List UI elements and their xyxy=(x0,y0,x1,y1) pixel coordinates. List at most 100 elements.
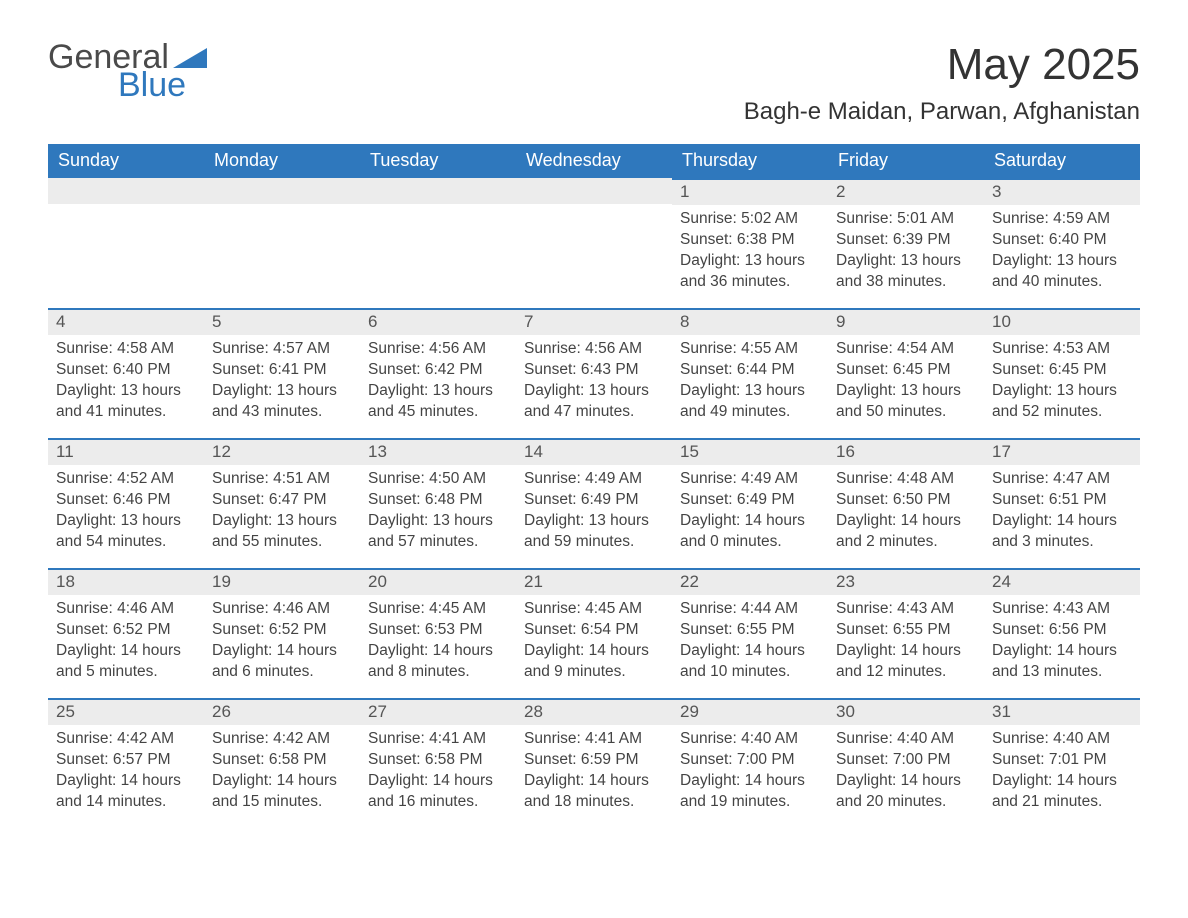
daylight-line: Daylight: 13 hours and 49 minutes. xyxy=(680,381,820,423)
calendar-day-cell: 14Sunrise: 4:49 AMSunset: 6:49 PMDayligh… xyxy=(516,438,672,568)
day-body-empty xyxy=(48,204,204,294)
day-body: Sunrise: 4:41 AMSunset: 6:58 PMDaylight:… xyxy=(360,725,516,821)
sunset-line: Sunset: 6:58 PM xyxy=(368,750,508,771)
sunset-line: Sunset: 6:50 PM xyxy=(836,490,976,511)
day-body: Sunrise: 4:56 AMSunset: 6:43 PMDaylight:… xyxy=(516,335,672,431)
day-number-bar-empty xyxy=(360,178,516,204)
day-number-bar-empty xyxy=(204,178,360,204)
day-body: Sunrise: 4:42 AMSunset: 6:57 PMDaylight:… xyxy=(48,725,204,821)
day-number: 13 xyxy=(360,438,516,465)
sunrise-line: Sunrise: 4:41 AM xyxy=(368,729,508,750)
day-body: Sunrise: 5:02 AMSunset: 6:38 PMDaylight:… xyxy=(672,205,828,301)
daylight-line: Daylight: 14 hours and 18 minutes. xyxy=(524,771,664,813)
sunset-line: Sunset: 6:47 PM xyxy=(212,490,352,511)
day-body: Sunrise: 4:40 AMSunset: 7:01 PMDaylight:… xyxy=(984,725,1140,821)
day-body: Sunrise: 4:42 AMSunset: 6:58 PMDaylight:… xyxy=(204,725,360,821)
day-body: Sunrise: 4:59 AMSunset: 6:40 PMDaylight:… xyxy=(984,205,1140,301)
day-body: Sunrise: 4:46 AMSunset: 6:52 PMDaylight:… xyxy=(204,595,360,691)
day-body: Sunrise: 4:43 AMSunset: 6:55 PMDaylight:… xyxy=(828,595,984,691)
calendar-day-cell: 3Sunrise: 4:59 AMSunset: 6:40 PMDaylight… xyxy=(984,178,1140,308)
sunset-line: Sunset: 6:52 PM xyxy=(212,620,352,641)
calendar-day-cell: 19Sunrise: 4:46 AMSunset: 6:52 PMDayligh… xyxy=(204,568,360,698)
day-body: Sunrise: 4:52 AMSunset: 6:46 PMDaylight:… xyxy=(48,465,204,561)
daylight-line: Daylight: 13 hours and 50 minutes. xyxy=(836,381,976,423)
sunset-line: Sunset: 6:40 PM xyxy=(992,230,1132,251)
daylight-line: Daylight: 14 hours and 9 minutes. xyxy=(524,641,664,683)
sunset-line: Sunset: 6:56 PM xyxy=(992,620,1132,641)
day-number: 18 xyxy=(48,568,204,595)
day-number: 3 xyxy=(984,178,1140,205)
day-number: 8 xyxy=(672,308,828,335)
day-body: Sunrise: 5:01 AMSunset: 6:39 PMDaylight:… xyxy=(828,205,984,301)
sunset-line: Sunset: 6:59 PM xyxy=(524,750,664,771)
sunset-line: Sunset: 6:44 PM xyxy=(680,360,820,381)
daylight-line: Daylight: 14 hours and 20 minutes. xyxy=(836,771,976,813)
calendar-day-cell: 28Sunrise: 4:41 AMSunset: 6:59 PMDayligh… xyxy=(516,698,672,828)
calendar-day-cell: 17Sunrise: 4:47 AMSunset: 6:51 PMDayligh… xyxy=(984,438,1140,568)
sunrise-line: Sunrise: 4:49 AM xyxy=(524,469,664,490)
sunrise-line: Sunrise: 4:49 AM xyxy=(680,469,820,490)
daylight-line: Daylight: 14 hours and 19 minutes. xyxy=(680,771,820,813)
daylight-line: Daylight: 13 hours and 36 minutes. xyxy=(680,251,820,293)
sunrise-line: Sunrise: 4:43 AM xyxy=(992,599,1132,620)
page-title: May 2025 xyxy=(744,40,1140,90)
calendar-table: Sunday Monday Tuesday Wednesday Thursday… xyxy=(48,144,1140,828)
sunrise-line: Sunrise: 4:40 AM xyxy=(992,729,1132,750)
day-number: 24 xyxy=(984,568,1140,595)
day-body: Sunrise: 4:58 AMSunset: 6:40 PMDaylight:… xyxy=(48,335,204,431)
sunset-line: Sunset: 7:00 PM xyxy=(836,750,976,771)
sunset-line: Sunset: 7:00 PM xyxy=(680,750,820,771)
day-number: 28 xyxy=(516,698,672,725)
sunrise-line: Sunrise: 4:55 AM xyxy=(680,339,820,360)
day-number: 12 xyxy=(204,438,360,465)
daylight-line: Daylight: 13 hours and 45 minutes. xyxy=(368,381,508,423)
calendar-week-row: 25Sunrise: 4:42 AMSunset: 6:57 PMDayligh… xyxy=(48,698,1140,828)
weekday-header: Sunday xyxy=(48,144,204,178)
sunset-line: Sunset: 7:01 PM xyxy=(992,750,1132,771)
sunrise-line: Sunrise: 4:48 AM xyxy=(836,469,976,490)
day-body: Sunrise: 4:56 AMSunset: 6:42 PMDaylight:… xyxy=(360,335,516,431)
day-number-bar-empty xyxy=(516,178,672,204)
day-number: 27 xyxy=(360,698,516,725)
sunrise-line: Sunrise: 4:40 AM xyxy=(680,729,820,750)
day-body: Sunrise: 4:50 AMSunset: 6:48 PMDaylight:… xyxy=(360,465,516,561)
daylight-line: Daylight: 13 hours and 47 minutes. xyxy=(524,381,664,423)
calendar-day-cell: 20Sunrise: 4:45 AMSunset: 6:53 PMDayligh… xyxy=(360,568,516,698)
day-number: 9 xyxy=(828,308,984,335)
calendar-day-cell xyxy=(204,178,360,308)
day-body: Sunrise: 4:54 AMSunset: 6:45 PMDaylight:… xyxy=(828,335,984,431)
day-number: 11 xyxy=(48,438,204,465)
sunset-line: Sunset: 6:55 PM xyxy=(680,620,820,641)
sunset-line: Sunset: 6:49 PM xyxy=(680,490,820,511)
sunset-line: Sunset: 6:54 PM xyxy=(524,620,664,641)
calendar-day-cell: 21Sunrise: 4:45 AMSunset: 6:54 PMDayligh… xyxy=(516,568,672,698)
day-number: 5 xyxy=(204,308,360,335)
brand-logo: General Blue xyxy=(48,40,207,102)
day-number: 19 xyxy=(204,568,360,595)
sunrise-line: Sunrise: 4:58 AM xyxy=(56,339,196,360)
sunset-line: Sunset: 6:49 PM xyxy=(524,490,664,511)
day-body: Sunrise: 4:45 AMSunset: 6:53 PMDaylight:… xyxy=(360,595,516,691)
day-number: 2 xyxy=(828,178,984,205)
sunset-line: Sunset: 6:41 PM xyxy=(212,360,352,381)
sunset-line: Sunset: 6:48 PM xyxy=(368,490,508,511)
sunrise-line: Sunrise: 4:45 AM xyxy=(368,599,508,620)
calendar-day-cell: 26Sunrise: 4:42 AMSunset: 6:58 PMDayligh… xyxy=(204,698,360,828)
sunrise-line: Sunrise: 4:40 AM xyxy=(836,729,976,750)
day-body: Sunrise: 4:51 AMSunset: 6:47 PMDaylight:… xyxy=(204,465,360,561)
calendar-day-cell: 27Sunrise: 4:41 AMSunset: 6:58 PMDayligh… xyxy=(360,698,516,828)
sunrise-line: Sunrise: 4:57 AM xyxy=(212,339,352,360)
calendar-day-cell: 1Sunrise: 5:02 AMSunset: 6:38 PMDaylight… xyxy=(672,178,828,308)
day-number: 1 xyxy=(672,178,828,205)
weekday-header: Monday xyxy=(204,144,360,178)
daylight-line: Daylight: 14 hours and 6 minutes. xyxy=(212,641,352,683)
daylight-line: Daylight: 14 hours and 12 minutes. xyxy=(836,641,976,683)
day-body: Sunrise: 4:53 AMSunset: 6:45 PMDaylight:… xyxy=(984,335,1140,431)
calendar-day-cell: 2Sunrise: 5:01 AMSunset: 6:39 PMDaylight… xyxy=(828,178,984,308)
daylight-line: Daylight: 13 hours and 40 minutes. xyxy=(992,251,1132,293)
brand-word2: Blue xyxy=(118,68,207,102)
calendar-day-cell: 7Sunrise: 4:56 AMSunset: 6:43 PMDaylight… xyxy=(516,308,672,438)
calendar-day-cell: 31Sunrise: 4:40 AMSunset: 7:01 PMDayligh… xyxy=(984,698,1140,828)
sunrise-line: Sunrise: 4:46 AM xyxy=(56,599,196,620)
calendar-day-cell: 12Sunrise: 4:51 AMSunset: 6:47 PMDayligh… xyxy=(204,438,360,568)
